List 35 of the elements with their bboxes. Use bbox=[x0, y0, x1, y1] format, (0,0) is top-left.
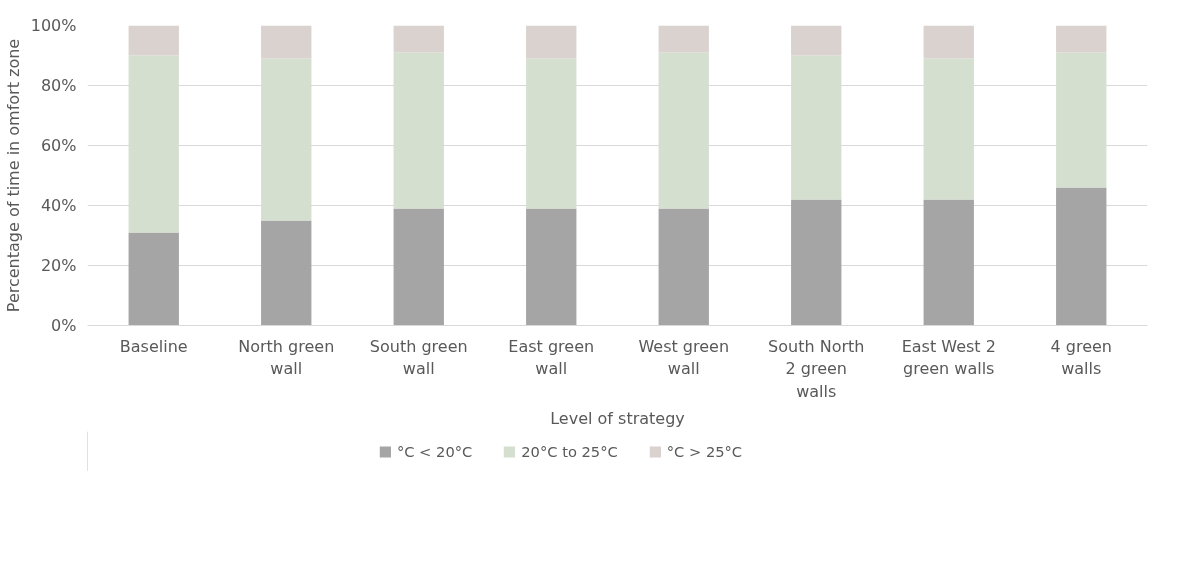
bar bbox=[791, 199, 842, 326]
y-tick-label: 0% bbox=[51, 316, 77, 335]
bar bbox=[923, 199, 974, 326]
y-axis-title: Percentage of time in omfort zone bbox=[3, 38, 23, 313]
bar bbox=[261, 220, 312, 326]
bar bbox=[526, 25, 577, 59]
bar bbox=[393, 25, 444, 53]
x-tick-label: West green wall bbox=[638, 336, 730, 379]
legend-label: °C < 20°C bbox=[396, 442, 473, 460]
bar bbox=[128, 232, 179, 326]
x-tick-label: South green wall bbox=[369, 336, 468, 379]
x-tick-label: East West 2 green walls bbox=[901, 336, 996, 379]
y-tick-label: 60% bbox=[40, 136, 77, 155]
y-tick-label: 20% bbox=[40, 256, 77, 275]
y-tick-label: 100% bbox=[30, 16, 77, 35]
legend-label: 20°C to 25°C bbox=[521, 442, 618, 460]
x-tick-label: Baseline bbox=[119, 336, 188, 356]
legend-label: °C > 25°C bbox=[666, 442, 743, 460]
x-tick-label: North green wall bbox=[238, 336, 335, 379]
bar bbox=[128, 25, 179, 56]
y-tick-label: 40% bbox=[40, 196, 77, 215]
bar bbox=[1056, 187, 1107, 326]
bar bbox=[923, 25, 974, 59]
x-tick-label: East green wall bbox=[508, 336, 595, 379]
bar bbox=[1056, 25, 1107, 53]
bar bbox=[261, 25, 312, 59]
y-tick-label: 80% bbox=[40, 76, 77, 95]
x-axis-title: Level of strategy bbox=[550, 409, 685, 429]
x-tick-label: 4 green walls bbox=[1050, 336, 1112, 379]
bar bbox=[791, 25, 842, 56]
bar bbox=[658, 208, 709, 326]
bar bbox=[658, 25, 709, 53]
bar bbox=[393, 208, 444, 326]
bar bbox=[526, 208, 577, 326]
x-tick-label: South North 2 green walls bbox=[768, 336, 865, 402]
